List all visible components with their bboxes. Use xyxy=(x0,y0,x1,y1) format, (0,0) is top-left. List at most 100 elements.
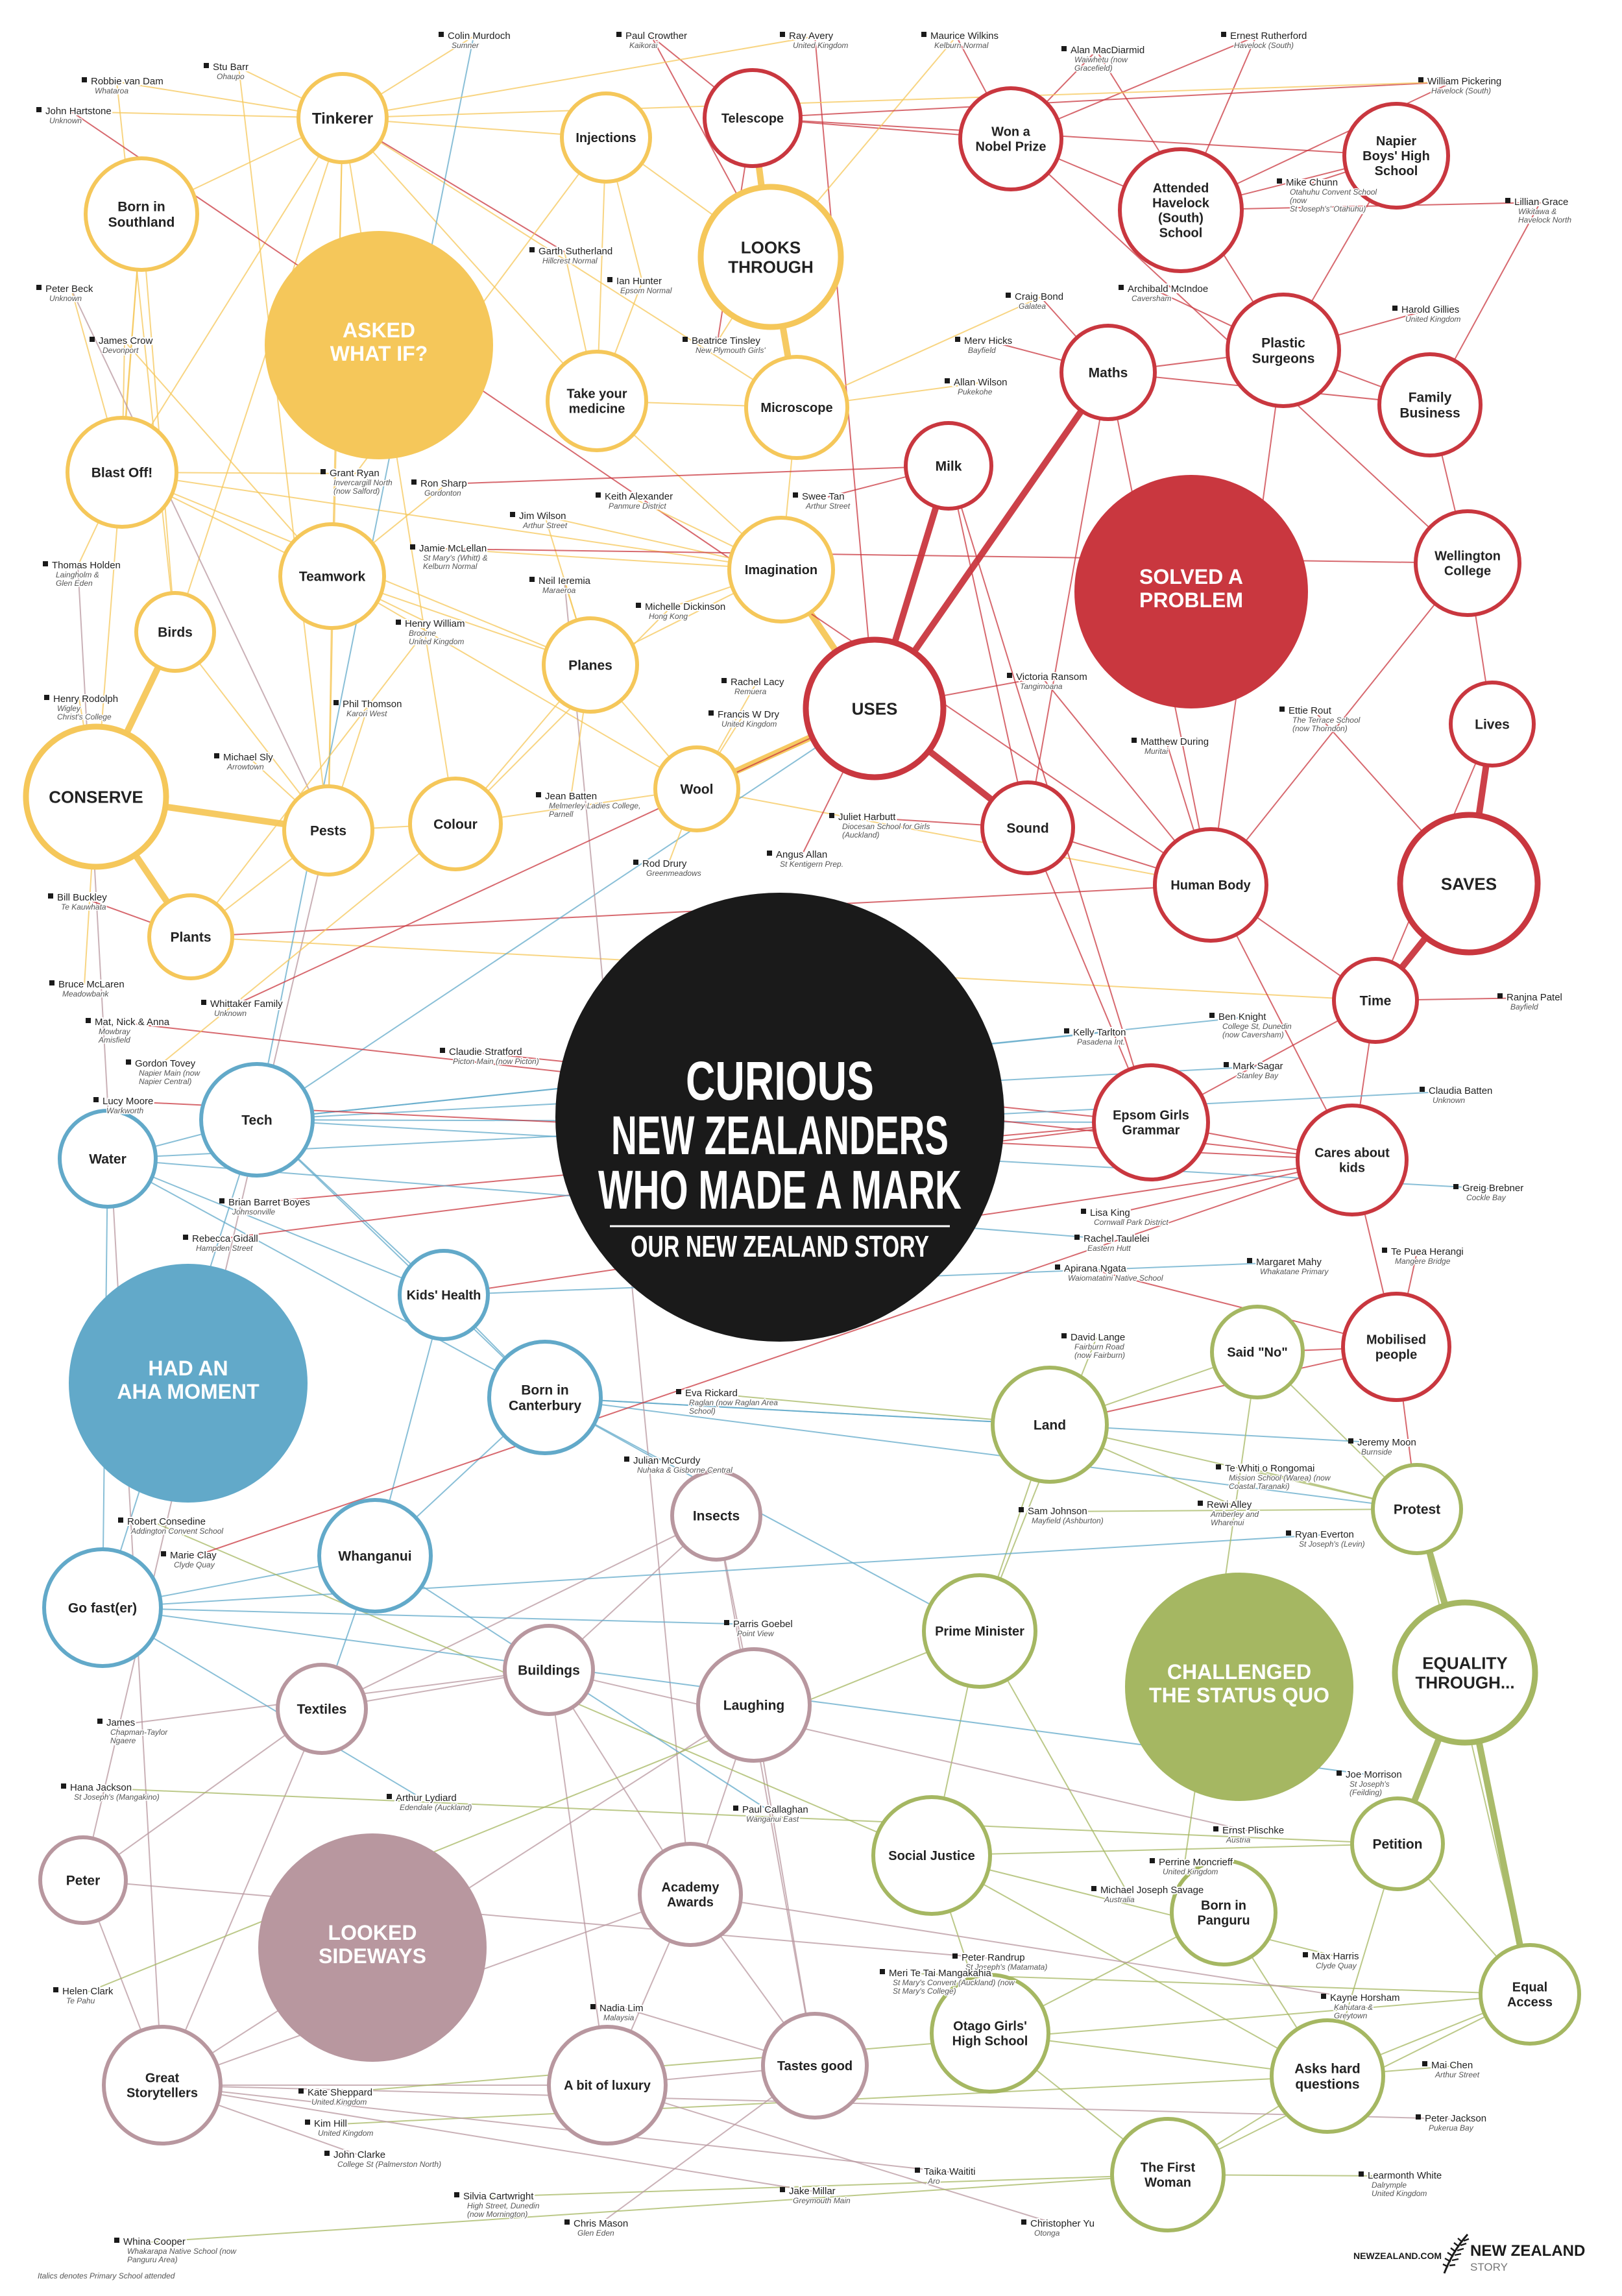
person-name: Jean Batten xyxy=(545,791,597,802)
big-circle-sideways-shape xyxy=(258,1833,487,2062)
person-school: Kahutara & xyxy=(1334,2003,1373,2012)
person-name: Beatrice Tinsley xyxy=(692,335,760,346)
person-name: Ernest Rutherford xyxy=(1230,30,1307,42)
node-imagination-circle xyxy=(727,516,835,623)
person-school: St Joseph's (Mangakino) xyxy=(74,1793,160,1802)
person-icon xyxy=(1055,1264,1060,1270)
node-canterbury-label-1: Canterbury xyxy=(509,1399,581,1414)
link-mobilised-land xyxy=(1049,1346,1397,1425)
person-icon xyxy=(114,2238,119,2243)
person-name: James Crow xyxy=(99,335,153,346)
link-tech-canterbury xyxy=(256,1119,546,1398)
person-school: Cockle Bay xyxy=(1466,1193,1507,1202)
person-school: United Kingdom xyxy=(1405,315,1460,324)
person-school: Muritai xyxy=(1144,747,1168,756)
person-school: Epsom Normal xyxy=(620,286,672,295)
person-school: (now Fairburn) xyxy=(1074,1351,1125,1360)
person-name: Helen Clark xyxy=(62,1986,114,1997)
link-telescope-napier xyxy=(752,117,1397,156)
big-circle-asked-line-2: WHAT IF? xyxy=(330,342,428,365)
person-school: School) xyxy=(689,1407,716,1416)
node-social-circle xyxy=(871,1795,992,1916)
node-telescope: Telescope xyxy=(703,68,803,168)
person-icon xyxy=(767,851,772,856)
person-icon xyxy=(633,860,638,865)
person-school: Wikitawa & xyxy=(1518,207,1556,216)
person-icon xyxy=(624,1456,629,1462)
node-humanbody-label-0: Human Body xyxy=(1170,878,1251,893)
person-name: Whina Cooper xyxy=(123,2236,186,2247)
node-kidshealth-circle xyxy=(398,1249,490,1341)
person-school: Coastal Taranaki) xyxy=(1229,1482,1290,1491)
person-name: Michael Joseph Savage xyxy=(1100,1885,1204,1896)
node-medicine-label-1: medicine xyxy=(569,402,625,417)
node-luxury: A bit of luxury xyxy=(547,2025,668,2145)
node-plants: Plants xyxy=(147,893,234,980)
person-school: Otonga xyxy=(1034,2229,1060,2238)
person-school: Melmerley Ladies College, xyxy=(549,801,640,810)
person-name: Jamie McLellan xyxy=(419,543,487,554)
person-name: Te Whiti o Rongomai xyxy=(1225,1463,1314,1474)
title-badge: CURIOUS NEW ZEALANDERS WHO MADE A MARK O… xyxy=(555,893,1004,1342)
node-looks-label-1: THROUGH xyxy=(728,257,813,276)
person-name: Eva Rickard xyxy=(685,1388,738,1399)
person-icon xyxy=(564,2219,570,2225)
title-line-3: WHO MADE A MARK xyxy=(598,1159,962,1220)
person-school: Aro xyxy=(927,2177,940,2186)
node-textiles-label-0: Textiles xyxy=(297,1702,347,1717)
person-school: Unknown xyxy=(214,1009,247,1018)
person-name: Neil Ieremia xyxy=(539,575,591,586)
node-epsom-label-1: Grammar xyxy=(1122,1124,1180,1138)
person-school: Pukerua Bay xyxy=(1429,2123,1474,2133)
person-school: Picton Main (now Picton) xyxy=(453,1057,539,1066)
node-water-label-0: Water xyxy=(89,1152,127,1167)
node-birds-circle xyxy=(134,591,216,673)
person-icon xyxy=(43,561,48,566)
person-name: Paul Callaghan xyxy=(742,1804,808,1815)
person-school: St Joseph's (Matamata) xyxy=(965,1963,1047,1972)
node-nobel-label-1: Nobel Prize xyxy=(976,140,1047,154)
node-equality-label-1: THROUGH... xyxy=(1415,1673,1514,1692)
person-link-6-pests xyxy=(238,67,329,831)
node-lives-label-0: Lives xyxy=(1475,718,1510,732)
person-icon xyxy=(529,247,535,252)
node-laughing-label-0: Laughing xyxy=(723,1698,784,1713)
node-saidno-label-0: Said "No" xyxy=(1227,1346,1287,1360)
node-pests: Pests xyxy=(282,784,374,876)
node-lives: Lives xyxy=(1449,681,1536,767)
node-protest-label-0: Protest xyxy=(1394,1503,1440,1517)
person-name: Jeremy Moon xyxy=(1357,1437,1416,1448)
node-gofast: Go fast(er) xyxy=(42,1547,163,1668)
person-name: Thomas Holden xyxy=(52,560,121,571)
person-icon xyxy=(1091,1886,1096,1891)
node-blastoff-circle xyxy=(66,416,178,529)
node-injections-label-0: Injections xyxy=(575,131,636,145)
person-icon xyxy=(1348,1438,1353,1444)
person-icon xyxy=(607,277,612,282)
person-school: Hampden Street xyxy=(196,1244,253,1253)
person-icon xyxy=(529,577,535,582)
node-otago-circle xyxy=(930,1973,1050,2094)
person-icon xyxy=(396,620,401,625)
person-icon xyxy=(510,512,515,517)
title-line-2: NEW ZEALANDERS xyxy=(611,1105,949,1166)
node-tastes-circle xyxy=(761,2012,869,2120)
person-school: Kelburn Normal xyxy=(423,562,478,571)
node-wool-label-0: Wool xyxy=(681,782,714,797)
node-peter-circle xyxy=(38,1835,128,1925)
node-tinkerer: Tinkerer xyxy=(297,72,389,164)
person-school: United Kingdom xyxy=(793,41,848,50)
person-icon xyxy=(53,1987,58,1992)
